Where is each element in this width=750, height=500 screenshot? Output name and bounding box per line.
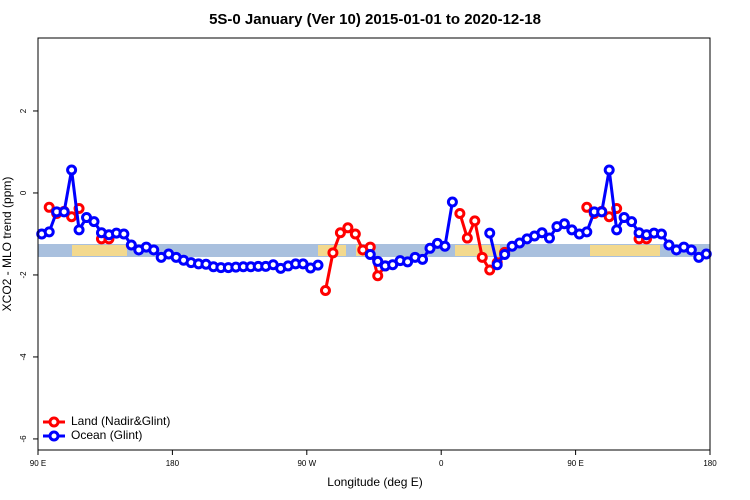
data-point bbox=[118, 228, 130, 240]
data-point bbox=[603, 164, 615, 176]
series bbox=[36, 164, 712, 274]
data-point bbox=[43, 226, 55, 238]
data-point bbox=[88, 216, 100, 228]
x-tick-label: 90 W bbox=[297, 459, 316, 468]
land-patch bbox=[455, 245, 500, 256]
data-point bbox=[125, 239, 137, 251]
data-point bbox=[364, 248, 376, 260]
data-point bbox=[700, 248, 712, 260]
x-tick-label: 0 bbox=[439, 459, 444, 468]
data-point bbox=[402, 256, 414, 268]
data-point bbox=[372, 255, 384, 267]
data-point bbox=[685, 244, 697, 256]
data-point bbox=[342, 222, 354, 234]
data-point bbox=[655, 228, 667, 240]
legend-swatch-marker bbox=[48, 430, 60, 442]
data-point bbox=[558, 218, 570, 230]
plot-area bbox=[36, 164, 712, 297]
plot-frame bbox=[37, 37, 711, 451]
data-point bbox=[66, 164, 78, 176]
y-tick-label: -6 bbox=[19, 435, 28, 443]
data-point bbox=[43, 201, 55, 213]
data-point bbox=[58, 206, 70, 218]
x-tick-label: 180 bbox=[703, 459, 717, 468]
land-patch bbox=[72, 245, 127, 256]
data-point bbox=[484, 264, 496, 276]
legend-label: Land (Nadir&Glint) bbox=[71, 414, 170, 428]
data-point bbox=[581, 201, 593, 213]
data-point bbox=[319, 285, 331, 297]
data-point bbox=[424, 242, 436, 254]
data-point bbox=[446, 196, 458, 208]
data-point bbox=[349, 228, 361, 240]
data-point bbox=[543, 232, 555, 244]
y-tick-label: 0 bbox=[19, 190, 28, 195]
y-axis-label: XCO2 - MLO trend (ppm) bbox=[0, 177, 14, 312]
data-point bbox=[372, 270, 384, 282]
y-tick-label: -2 bbox=[19, 271, 28, 279]
data-point bbox=[327, 247, 339, 259]
legend-label: Ocean (Glint) bbox=[71, 428, 142, 442]
data-point bbox=[439, 240, 451, 252]
data-point bbox=[148, 244, 160, 256]
data-point bbox=[581, 226, 593, 238]
x-tick-label: 180 bbox=[166, 459, 180, 468]
data-point bbox=[476, 251, 488, 263]
data-point bbox=[499, 248, 511, 260]
data-point bbox=[663, 239, 675, 251]
data-point bbox=[626, 216, 638, 228]
data-point bbox=[469, 215, 481, 227]
legend-swatch-marker bbox=[48, 416, 60, 428]
data-point bbox=[334, 227, 346, 239]
data-point bbox=[484, 227, 496, 239]
legend: Land (Nadir&Glint)Ocean (Glint) bbox=[43, 414, 170, 442]
data-point bbox=[73, 224, 85, 236]
data-point bbox=[611, 224, 623, 236]
x-axis-label: Longitude (deg E) bbox=[327, 475, 422, 489]
data-point bbox=[312, 259, 324, 271]
data-point bbox=[536, 227, 548, 239]
y-tick-label: 2 bbox=[19, 108, 28, 113]
data-point bbox=[66, 211, 78, 223]
y-tick-label: -4 bbox=[19, 353, 28, 361]
data-point bbox=[596, 206, 608, 218]
data-point bbox=[454, 207, 466, 219]
data-point bbox=[417, 253, 429, 265]
data-point bbox=[603, 211, 615, 223]
data-point bbox=[491, 259, 503, 271]
x-tick-label: 90 E bbox=[30, 459, 46, 468]
x-tick-label: 90 E bbox=[567, 459, 583, 468]
land-patch bbox=[590, 245, 660, 256]
data-point bbox=[461, 232, 473, 244]
chart-title: 5S-0 January (Ver 10) 2015-01-01 to 2020… bbox=[209, 11, 541, 28]
